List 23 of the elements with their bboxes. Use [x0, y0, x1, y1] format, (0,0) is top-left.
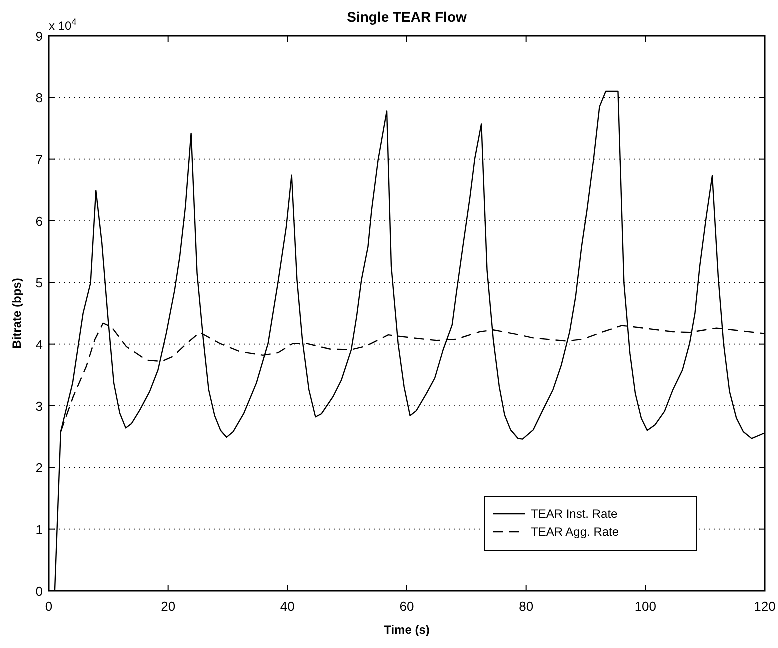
x-tick-label: 120 — [754, 599, 776, 614]
y-tick-label: 9 — [36, 29, 43, 44]
x-axis-title: Time (s) — [384, 623, 430, 637]
y-tick-label: 3 — [36, 399, 43, 414]
y-tick-label: 7 — [36, 152, 43, 168]
x-tick-label: 20 — [161, 599, 176, 614]
y-tick-label: 5 — [36, 276, 43, 291]
y-tick-label: 6 — [36, 214, 43, 229]
y-tick-label: 8 — [36, 90, 43, 106]
x-tick-label: 60 — [400, 599, 414, 614]
chart-title: Single TEAR Flow — [347, 9, 467, 25]
y-tick-label: 4 — [36, 337, 43, 352]
y-axis-title: Bitrate (bps) — [10, 278, 24, 349]
x-tick-label: 0 — [45, 599, 53, 614]
x-tick-label: 100 — [634, 599, 657, 614]
y-tick-label: 1 — [36, 522, 43, 538]
y-tick-label: 0 — [36, 584, 43, 599]
text: x 10$^{4}$ — [49, 17, 77, 33]
x-tick-label: 40 — [280, 599, 295, 614]
x-tick-label: 80 — [519, 599, 534, 614]
legend-label: TEAR Agg. Rate — [531, 525, 620, 539]
legend-label: TEAR Inst. Rate — [531, 507, 618, 521]
y-tick-label: 2 — [36, 460, 43, 476]
